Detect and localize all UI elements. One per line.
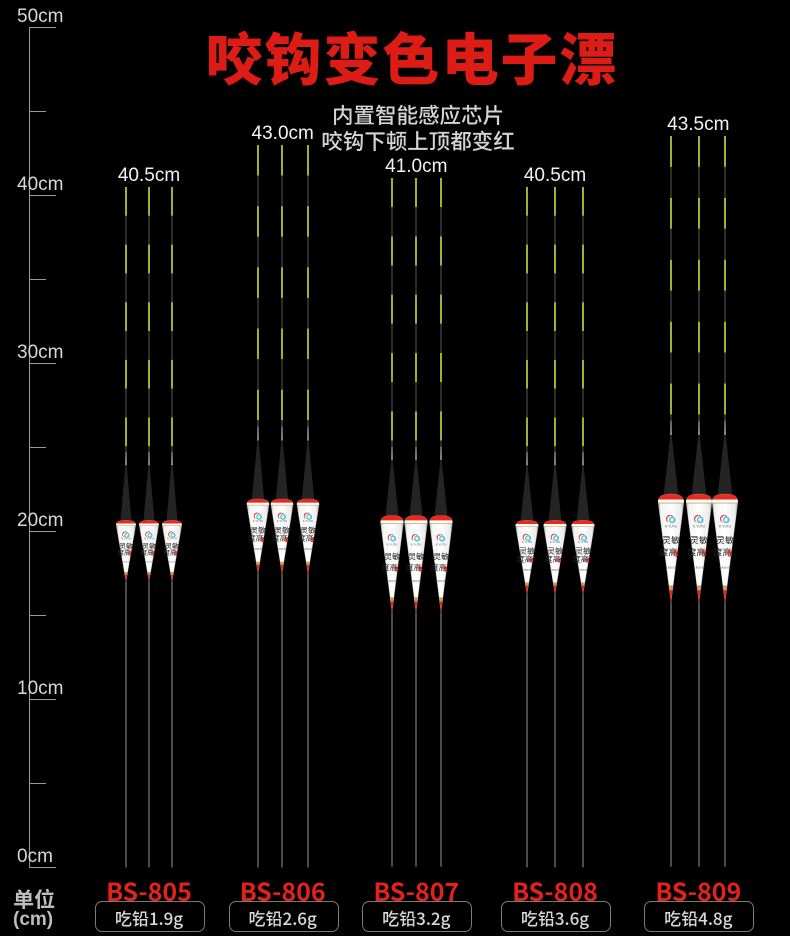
svg-text:K.YUTU: K.YUTU bbox=[303, 519, 313, 523]
svg-text:0.8±0.05: 0.8±0.05 bbox=[550, 567, 560, 571]
svg-text:8: 8 bbox=[728, 549, 733, 559]
svg-text:0.8±0.05: 0.8±0.05 bbox=[522, 567, 532, 571]
svg-text:0.8±0.05: 0.8±0.05 bbox=[578, 567, 588, 571]
svg-text:0.8±0.05: 0.8±0.05 bbox=[719, 566, 731, 570]
svg-text:8: 8 bbox=[443, 565, 447, 574]
svg-text:0.8±0.05: 0.8±0.05 bbox=[436, 579, 447, 583]
svg-text:8: 8 bbox=[310, 534, 314, 543]
svg-text:0.8±0.05: 0.8±0.05 bbox=[168, 561, 177, 563]
svg-text:0.8±0.05: 0.8±0.05 bbox=[303, 548, 313, 551]
svg-text:K.YUTU: K.YUTU bbox=[719, 525, 732, 529]
svg-text:K.YUTU: K.YUTU bbox=[550, 540, 561, 544]
svg-text:K.YUTU: K.YUTU bbox=[436, 543, 447, 547]
svg-text:8: 8 bbox=[174, 550, 178, 557]
svg-text:8: 8 bbox=[585, 555, 589, 564]
svg-text:K.YUTU: K.YUTU bbox=[522, 540, 533, 544]
svg-text:K.YUTU: K.YUTU bbox=[578, 540, 589, 544]
svg-text:灵敏: 灵敏 bbox=[433, 552, 449, 563]
